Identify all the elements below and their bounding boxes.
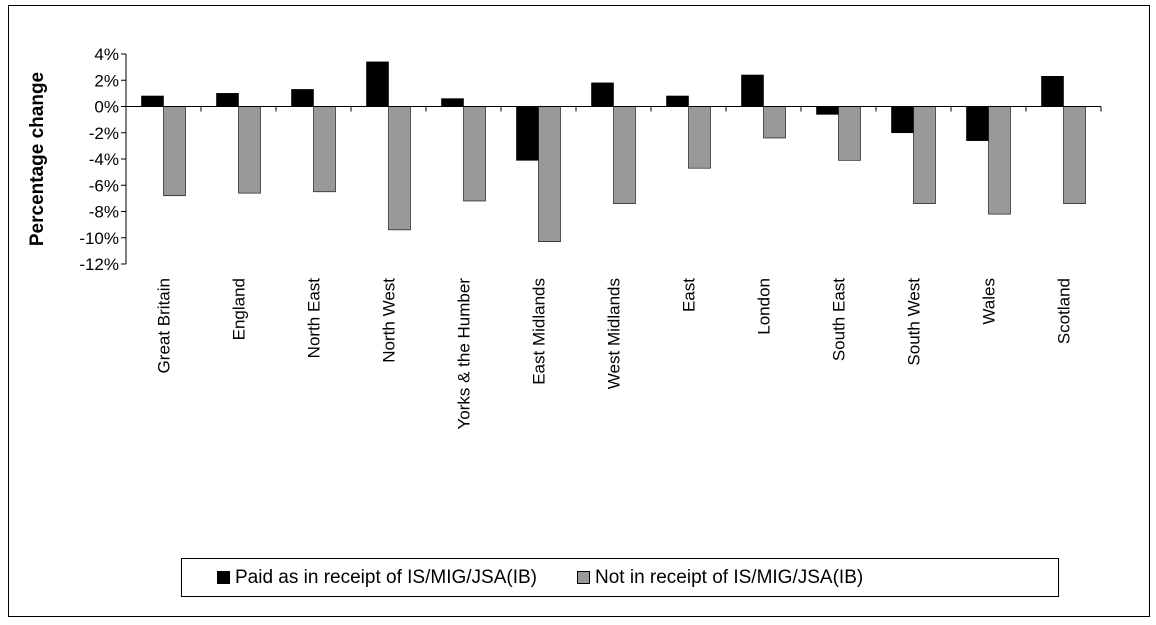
y-tick-label: -6%	[89, 176, 119, 195]
y-tick-label: -4%	[89, 150, 119, 169]
x-category-label: North West	[380, 278, 399, 363]
bar-not-paid	[838, 106, 861, 161]
bar-paid	[1041, 76, 1064, 107]
bar-not-paid	[688, 106, 711, 169]
bar-not-paid	[163, 106, 186, 197]
bar-paid	[891, 106, 914, 134]
legend-label-not-paid: Not in receipt of IS/MIG/JSA(IB)	[595, 566, 864, 588]
bar-not-paid	[913, 106, 936, 204]
bar-not-paid	[1063, 106, 1086, 204]
x-category-label: East Midlands	[530, 278, 549, 385]
y-tick-label: 4%	[94, 45, 119, 64]
bar-paid	[816, 106, 839, 115]
x-category-label: North East	[305, 278, 324, 359]
x-category-label: South West	[905, 278, 924, 366]
bar-paid	[366, 61, 389, 107]
x-category-label: West Midlands	[605, 278, 624, 389]
x-category-label: England	[230, 278, 249, 340]
legend-swatch-not-paid	[577, 571, 590, 584]
x-category-label: Scotland	[1055, 278, 1074, 344]
bar-not-paid	[613, 106, 636, 204]
bars	[141, 61, 1086, 242]
bar-paid	[216, 93, 239, 107]
bar-paid	[666, 95, 689, 107]
bar-not-paid	[313, 106, 336, 193]
bar-paid	[516, 106, 539, 161]
y-tick-label: -10%	[79, 229, 119, 248]
bar-not-paid	[538, 106, 561, 242]
y-axis-ticks: 4% 2% 0% -2% -4% -6% -8% -10% -12%	[79, 45, 126, 274]
bar-not-paid	[388, 106, 411, 231]
bar-not-paid	[463, 106, 486, 202]
x-category-label: London	[755, 278, 774, 335]
bar-chart: 4% 2% 0% -2% -4% -6% -8% -10% -12% Great Britain…	[27, 45, 1102, 430]
y-tick-label: 0%	[94, 98, 119, 117]
bar-paid	[591, 82, 614, 107]
bar-paid	[741, 74, 764, 107]
bar-paid	[966, 106, 989, 141]
y-tick-label: 2%	[94, 71, 119, 90]
x-category-label: South East	[830, 278, 849, 361]
bar-not-paid	[988, 106, 1011, 215]
bar-not-paid	[763, 106, 786, 139]
legend-item-not-paid: Not in receipt of IS/MIG/JSA(IB)	[577, 567, 863, 589]
bar-paid	[291, 89, 314, 107]
y-tick-label: -12%	[79, 255, 119, 274]
legend: Paid as in receipt of IS/MIG/JSA(IB) Not…	[181, 558, 1059, 597]
bar-paid	[141, 95, 164, 107]
chart-frame: 4% 2% 0% -2% -4% -6% -8% -10% -12% Great Britain…	[8, 5, 1150, 617]
legend-label-paid: Paid as in receipt of IS/MIG/JSA(IB)	[235, 566, 537, 588]
y-tick-label: -2%	[89, 124, 119, 143]
x-category-label: Great Britain	[155, 278, 174, 373]
x-category-label: Yorks & the Humber	[455, 278, 474, 430]
legend-swatch-paid	[217, 571, 230, 584]
legend-item-paid: Paid as in receipt of IS/MIG/JSA(IB)	[217, 567, 537, 589]
y-tick-label: -8%	[89, 203, 119, 222]
x-category-label: Wales	[980, 278, 999, 325]
x-category-label: East	[680, 278, 699, 312]
bar-paid	[441, 98, 464, 107]
y-axis-title: Percentage change	[27, 72, 48, 246]
bar-not-paid	[238, 106, 261, 194]
x-axis-labels: Great Britain England North East North West…	[125, 106, 1102, 430]
